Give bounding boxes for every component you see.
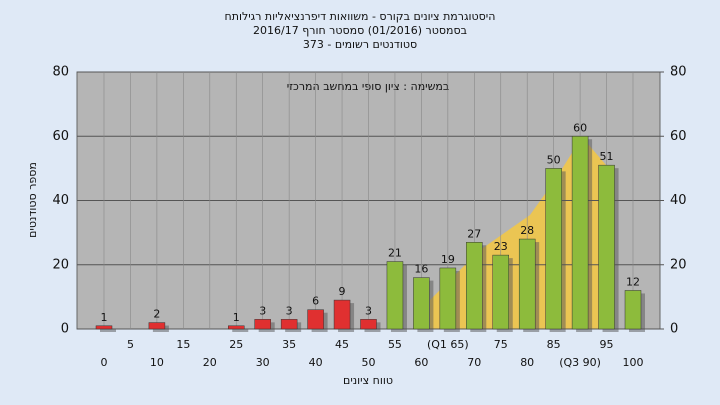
- bar: [466, 242, 483, 330]
- x-tick-label: 35: [282, 338, 296, 351]
- bar: [148, 322, 166, 330]
- annotation: במשימה : ציון סופי במחשב המרכזי: [287, 80, 450, 93]
- value-label: 1: [233, 311, 240, 324]
- bar: [624, 290, 642, 330]
- x-axis-label: טווח ציונים: [343, 374, 393, 387]
- value-label: 1: [101, 311, 108, 324]
- value-label: 23: [494, 240, 508, 253]
- value-label: 16: [414, 263, 428, 276]
- value-label: 27: [467, 227, 481, 240]
- x-tick-label: 60: [414, 356, 428, 369]
- value-label: 2: [153, 308, 160, 321]
- bar: [492, 254, 509, 330]
- y-tick-label: 0: [61, 322, 69, 337]
- value-label: 28: [520, 224, 534, 237]
- bar: [333, 299, 351, 330]
- bar: [439, 267, 457, 330]
- y2-tick-label: 60: [670, 129, 687, 144]
- bar: [571, 136, 589, 330]
- x-tick-label: 15: [176, 338, 190, 351]
- value-label: 51: [600, 150, 614, 163]
- bar: [307, 309, 324, 330]
- value-label: 21: [388, 247, 402, 260]
- x-tick-label: 45: [335, 338, 349, 351]
- bar: [254, 319, 271, 330]
- x-tick-label: 95: [600, 338, 614, 351]
- value-label: 3: [286, 304, 293, 317]
- chart-subtitle: סטודנטים רשומים - 373: [303, 38, 417, 51]
- value-label: 19: [441, 253, 455, 266]
- y-tick-label: 20: [52, 257, 69, 272]
- value-label: 50: [547, 153, 561, 166]
- value-label: 3: [365, 304, 372, 317]
- bar-shadow: [100, 328, 116, 332]
- x-tick-label: 55: [388, 338, 402, 351]
- bar: [228, 325, 245, 330]
- value-label: 3: [259, 304, 266, 317]
- x-tick-label: 0: [101, 356, 108, 369]
- x-tick-label: (Q1 65): [427, 338, 469, 351]
- y2-tick-label: 20: [670, 257, 687, 272]
- x-tick-label: 25: [229, 338, 243, 351]
- x-tick-label: 50: [362, 356, 376, 369]
- x-tick-label: 75: [494, 338, 508, 351]
- chart-title: היסטוגרמת ציונים בקורס - משוואות דיפרנצי…: [225, 10, 496, 23]
- y-tick-label: 80: [52, 65, 69, 80]
- x-tick-label: 5: [127, 338, 134, 351]
- x-tick-label: (Q3 90): [559, 356, 601, 369]
- y-axis-label: מספר סטודנטים: [26, 162, 39, 238]
- x-tick-label: 70: [467, 356, 481, 369]
- bar: [413, 277, 430, 330]
- y2-tick-label: 0: [670, 322, 678, 337]
- bar: [360, 319, 377, 330]
- bar: [95, 325, 113, 330]
- bar-shadow: [232, 328, 249, 332]
- value-label: 6: [312, 295, 319, 308]
- x-tick-label: 80: [520, 356, 534, 369]
- x-tick-label: 85: [547, 338, 561, 351]
- y2-tick-label: 40: [670, 193, 687, 208]
- bar: [280, 319, 298, 330]
- chart-subtitle: בסמסטר (01/2016) סמסטר חורף 2016/17: [253, 24, 467, 37]
- value-label: 60: [573, 121, 587, 134]
- x-tick-label: 30: [256, 356, 270, 369]
- x-tick-label: 10: [150, 356, 164, 369]
- y-tick-label: 60: [52, 129, 69, 144]
- x-tick-label: 100: [623, 356, 644, 369]
- bar: [386, 261, 404, 330]
- y2-tick-label: 80: [670, 65, 687, 80]
- value-label: 12: [626, 275, 640, 288]
- value-label: 9: [339, 285, 346, 298]
- x-tick-label: 20: [203, 356, 217, 369]
- bar: [518, 238, 536, 330]
- bar: [545, 168, 562, 330]
- x-tick-label: 40: [309, 356, 323, 369]
- bar: [598, 164, 615, 330]
- y-tick-label: 40: [52, 193, 69, 208]
